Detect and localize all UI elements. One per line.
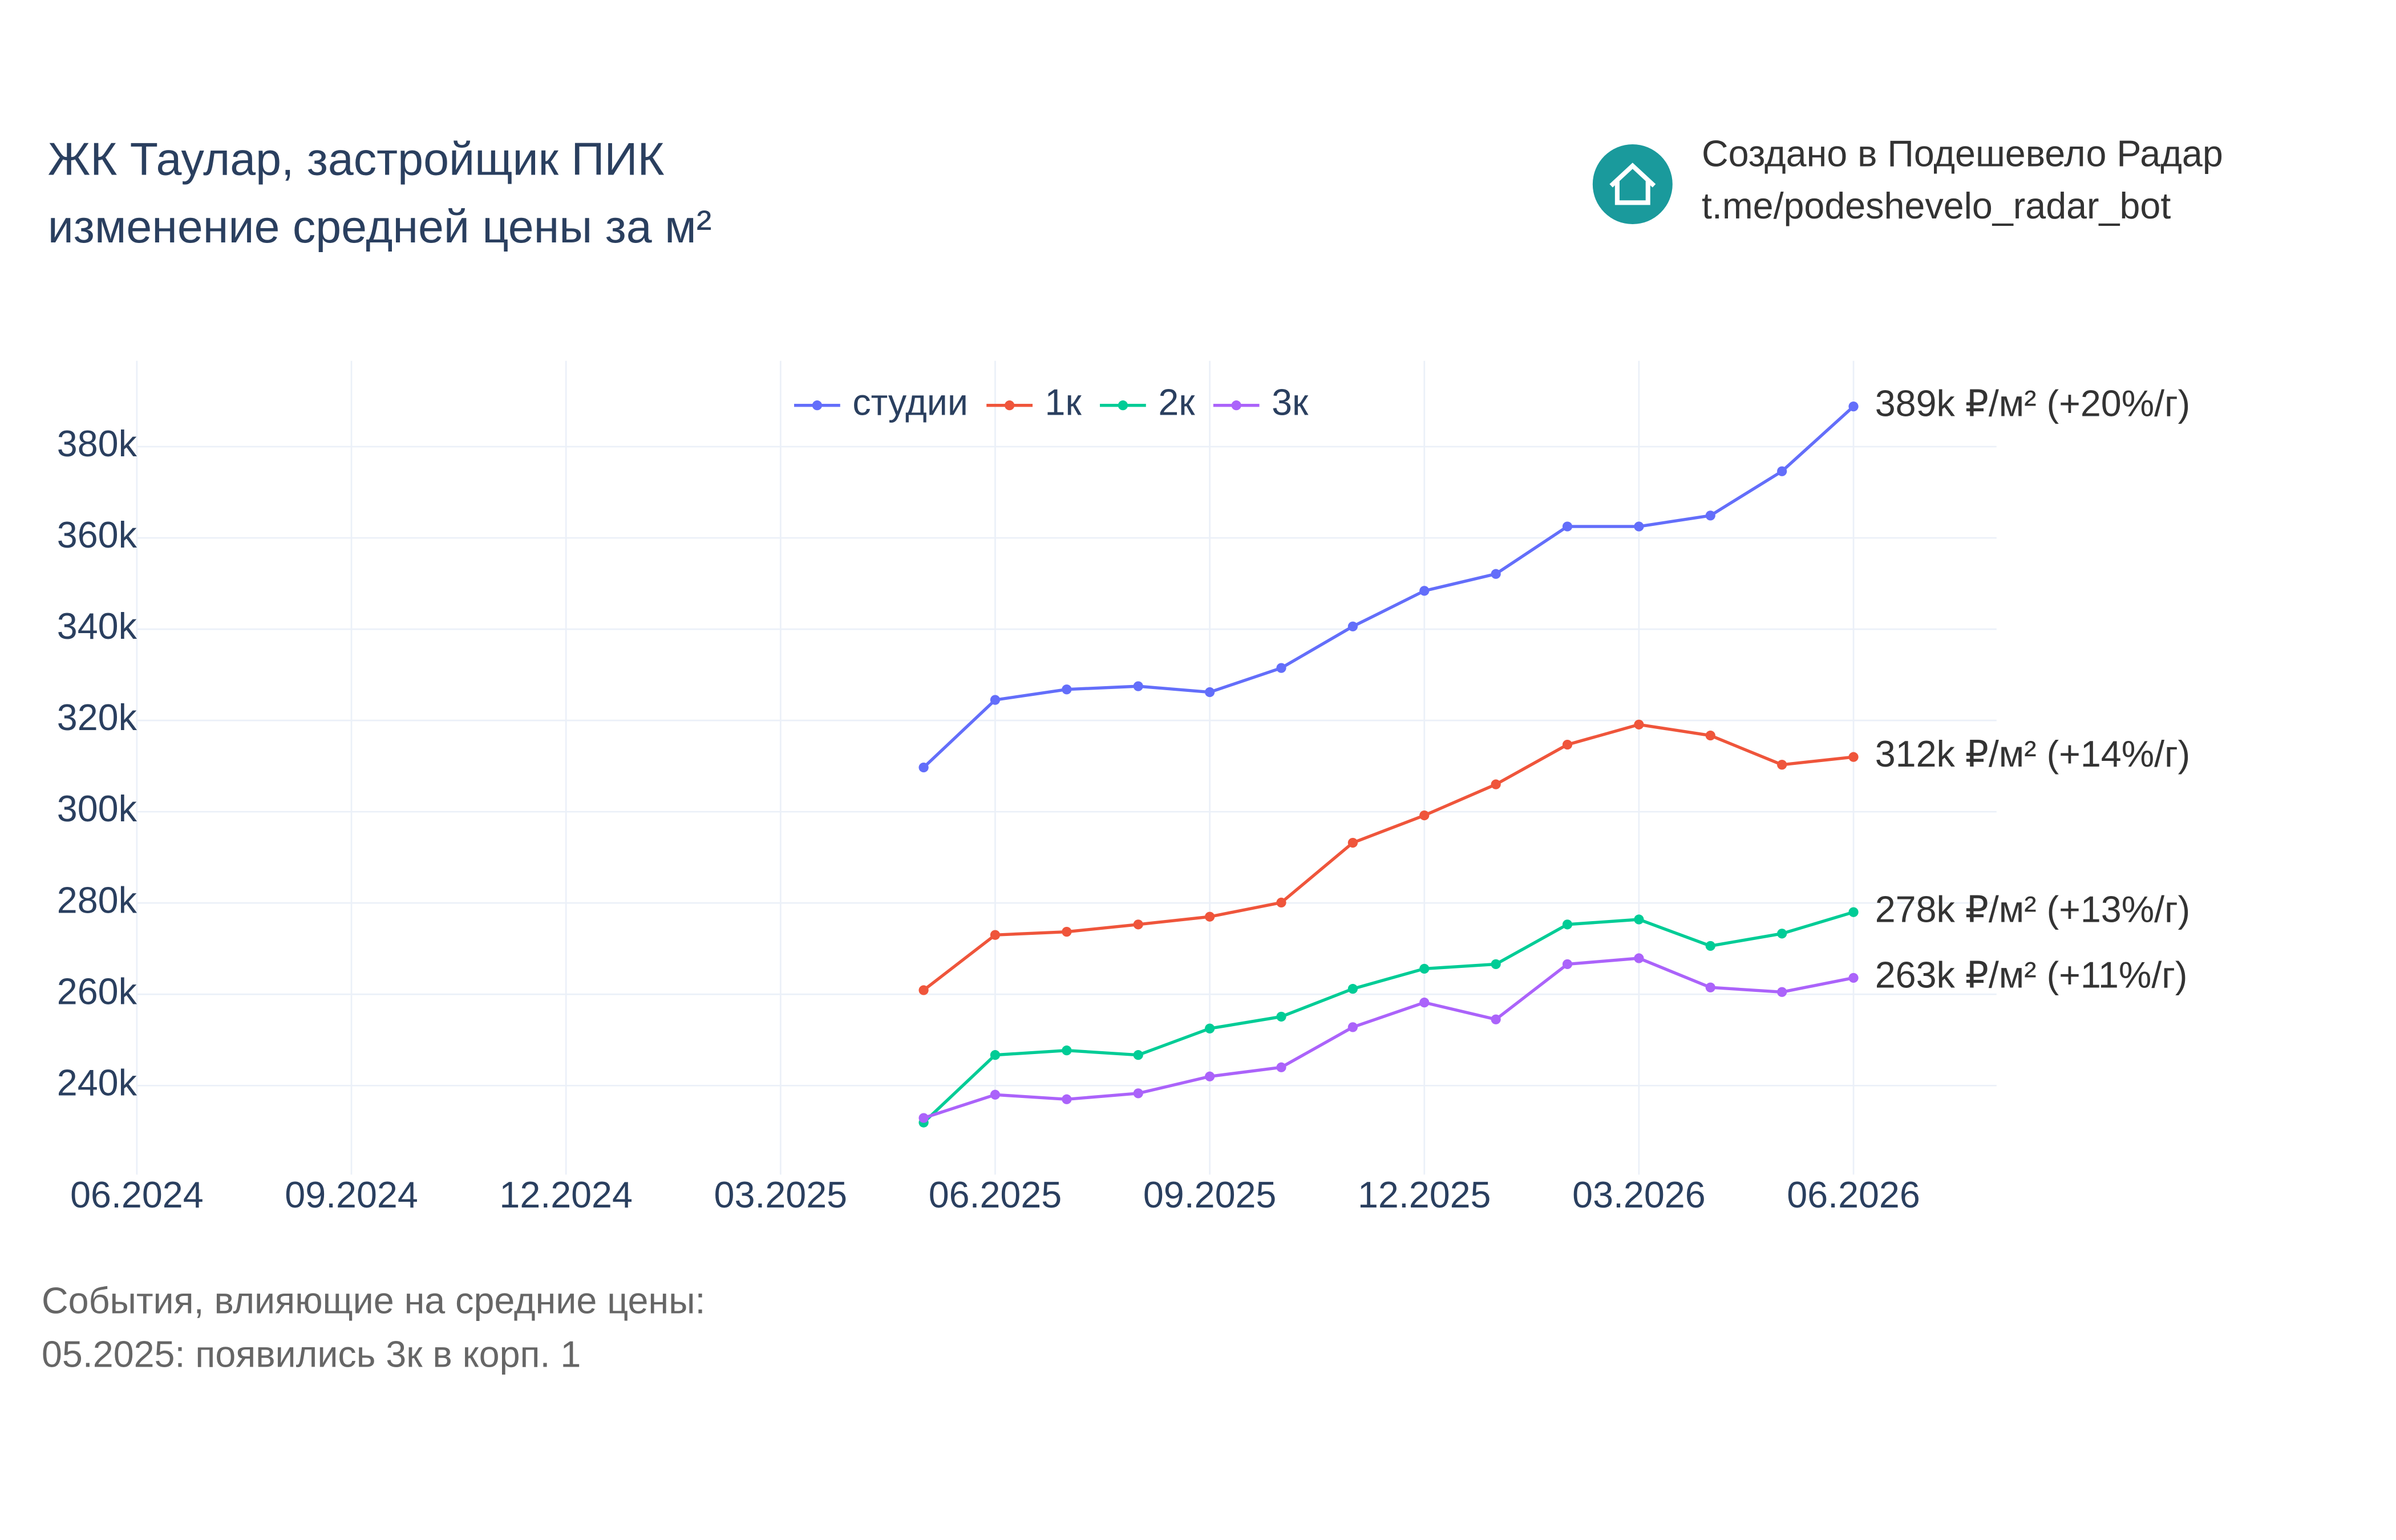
point bbox=[1276, 897, 1286, 908]
y-tick-label: 360k bbox=[57, 514, 137, 556]
point bbox=[1204, 911, 1215, 922]
end-label: 278k ₽/м² (+13%/г) bbox=[1875, 889, 2190, 930]
point bbox=[1276, 663, 1286, 673]
point bbox=[1777, 760, 1787, 770]
point bbox=[1133, 681, 1143, 691]
x-tick-label: 09.2024 bbox=[285, 1174, 418, 1215]
point bbox=[1276, 1011, 1286, 1022]
point bbox=[1419, 963, 1430, 974]
legend-marker bbox=[1005, 400, 1015, 411]
grid bbox=[136, 360, 1997, 1175]
point bbox=[918, 1113, 929, 1123]
point bbox=[1276, 1062, 1286, 1072]
point bbox=[1705, 730, 1715, 741]
x-tick-label: 03.2025 bbox=[714, 1174, 848, 1215]
point bbox=[1062, 1045, 1072, 1056]
y-tick-label: 300k bbox=[57, 788, 137, 829]
x-tick-label: 06.2026 bbox=[1787, 1174, 1920, 1215]
point bbox=[1062, 684, 1072, 695]
point bbox=[1634, 719, 1644, 730]
point bbox=[1634, 914, 1644, 925]
x-tick-label: 09.2025 bbox=[1143, 1174, 1277, 1215]
point bbox=[918, 762, 929, 773]
point bbox=[1491, 569, 1501, 579]
point bbox=[1705, 941, 1715, 951]
point bbox=[1562, 521, 1573, 532]
point bbox=[990, 1050, 1001, 1060]
end-label: 312k ₽/м² (+14%/г) bbox=[1875, 733, 2190, 775]
chart-title: ЖК Таулар, застройщик ПИК bbox=[48, 134, 665, 185]
x-tick-label: 06.2025 bbox=[929, 1174, 1062, 1215]
series-line bbox=[922, 723, 1854, 992]
point bbox=[1848, 402, 1859, 412]
end-label: 389k ₽/м² (+20%/г) bbox=[1875, 383, 2190, 424]
legend-label: студии bbox=[852, 382, 968, 423]
point bbox=[1062, 1094, 1072, 1104]
point bbox=[990, 930, 1001, 940]
y-tick-label: 240k bbox=[57, 1062, 137, 1103]
point bbox=[1204, 1071, 1215, 1081]
legend-label: 1к bbox=[1045, 382, 1082, 423]
point bbox=[1634, 521, 1644, 532]
note: 05.2025: появились 3к в корп. 1 bbox=[42, 1334, 581, 1375]
end-label: 263k ₽/м² (+11%/г) bbox=[1875, 955, 2188, 996]
point bbox=[1848, 907, 1859, 917]
series-line bbox=[923, 957, 1854, 1120]
point bbox=[1777, 466, 1787, 476]
x-tick-label: 12.2025 bbox=[1358, 1174, 1491, 1215]
x-tick-label: 03.2026 bbox=[1572, 1174, 1706, 1215]
legend-label: 3к bbox=[1272, 382, 1309, 423]
point bbox=[1419, 586, 1430, 596]
point bbox=[1491, 959, 1501, 970]
point bbox=[1634, 953, 1644, 963]
point bbox=[1133, 1088, 1143, 1099]
series-line bbox=[922, 405, 1855, 769]
legend-marker bbox=[1231, 400, 1241, 411]
y-tick-label: 340k bbox=[57, 606, 137, 647]
point bbox=[1419, 998, 1430, 1008]
point bbox=[1848, 972, 1859, 983]
x-tick-label: 06.2024 bbox=[70, 1174, 204, 1215]
point bbox=[1347, 621, 1358, 631]
point bbox=[1491, 779, 1501, 789]
x-tick-label: 12.2024 bbox=[499, 1174, 633, 1215]
point bbox=[1491, 1014, 1501, 1024]
legend-label: 2к bbox=[1158, 382, 1195, 423]
point bbox=[1133, 1050, 1143, 1060]
point bbox=[990, 695, 1001, 705]
y-tick-label: 380k bbox=[57, 423, 137, 464]
point bbox=[1777, 987, 1787, 997]
point bbox=[990, 1089, 1001, 1100]
point bbox=[1204, 1023, 1215, 1034]
series-line bbox=[922, 910, 1854, 1124]
legend-marker bbox=[1118, 400, 1128, 411]
credit: t.me/podeshevelo_radar_bot bbox=[1702, 185, 2171, 226]
point bbox=[1347, 984, 1358, 994]
logo bbox=[1592, 144, 1673, 225]
point bbox=[1705, 510, 1715, 521]
point bbox=[1562, 919, 1573, 930]
note: События, влияющие на средние цены: bbox=[42, 1280, 705, 1322]
point bbox=[918, 985, 929, 995]
point bbox=[1133, 919, 1143, 930]
point bbox=[1419, 810, 1430, 821]
y-tick-label: 280k bbox=[57, 880, 137, 921]
point bbox=[1062, 927, 1072, 937]
point bbox=[1848, 752, 1859, 762]
y-tick-label: 320k bbox=[57, 697, 137, 738]
chart-subtitle: изменение средней цены за м² bbox=[48, 201, 712, 253]
y-tick-label: 260k bbox=[57, 971, 137, 1012]
point bbox=[1777, 929, 1787, 939]
credit: Создано в Подешевело Радар bbox=[1702, 133, 2223, 175]
point bbox=[1562, 739, 1573, 750]
point bbox=[1705, 982, 1715, 992]
point bbox=[1347, 1022, 1358, 1032]
legend: студии 1к 2к 3к bbox=[794, 382, 1309, 423]
point bbox=[1347, 837, 1358, 848]
point bbox=[1562, 959, 1573, 970]
point bbox=[1204, 687, 1215, 698]
legend-marker bbox=[812, 400, 823, 411]
